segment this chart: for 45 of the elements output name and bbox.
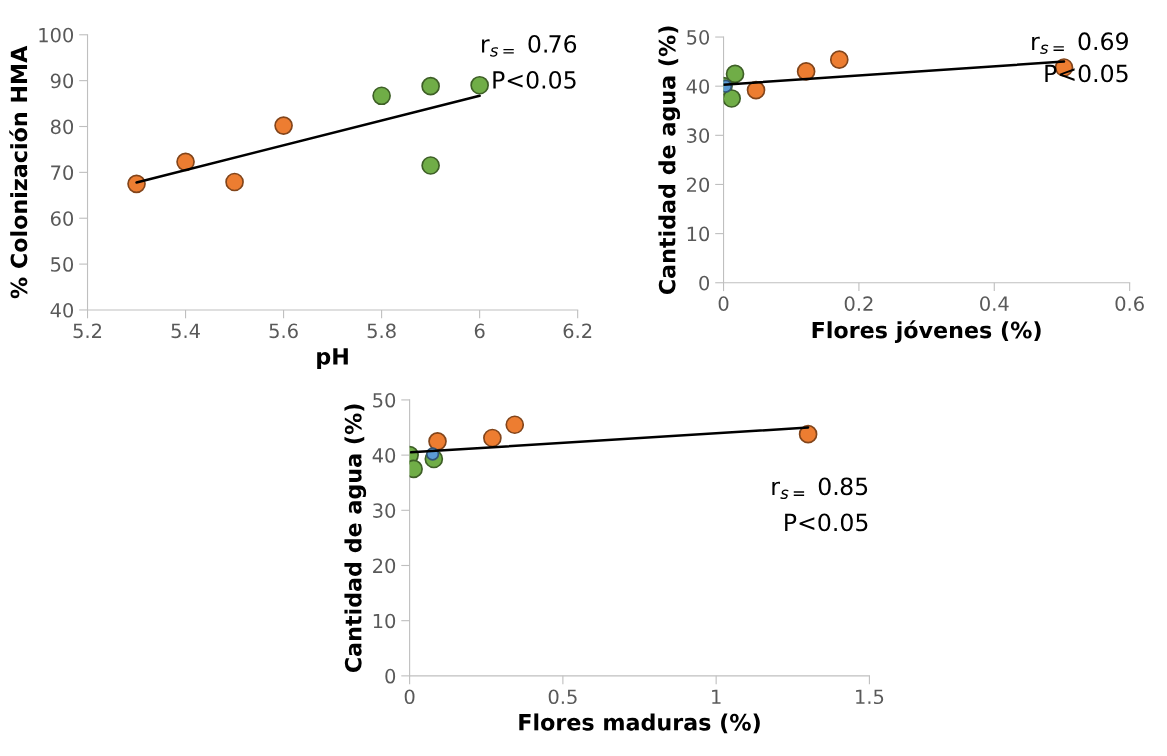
- y-tick-label: 20: [373, 558, 396, 574]
- y-tick-label: 50: [373, 392, 396, 408]
- annotation: P<0.05: [493, 70, 576, 89]
- annotation: P<0.05: [1045, 64, 1128, 83]
- annotation: P<0.05: [785, 513, 868, 532]
- y-tick-label: 90: [50, 73, 74, 89]
- x-tick-label: 0.6: [1115, 296, 1144, 311]
- x-axis-title: Flores maduras (%): [519, 713, 760, 734]
- y-tick-label: 80: [50, 119, 74, 135]
- y-axis-title: % Colonización HMA: [9, 45, 28, 299]
- annotation: r$_{s=}$ 0.76: [482, 35, 577, 57]
- x-tick-label: 6: [474, 323, 485, 339]
- x-tick-label: 6.2: [563, 323, 592, 339]
- x-tick-label: 5.4: [171, 323, 200, 339]
- y-tick-label: 50: [51, 257, 74, 272]
- y-tick-label: 30: [373, 503, 396, 518]
- x-tick-label: 5.8: [367, 323, 396, 339]
- y-tick-label: 40: [686, 79, 710, 94]
- y-tick-label: 0: [385, 668, 396, 684]
- y-tick-label: 20: [687, 177, 710, 193]
- y-tick-label: 50: [687, 30, 710, 45]
- y-axis-title: Cantidad de agua (%): [658, 26, 681, 295]
- x-tick-label: 0.5: [548, 689, 577, 705]
- x-tick-label: 5.2: [73, 323, 102, 339]
- x-tick-label: 0.4: [980, 296, 1009, 311]
- y-tick-label: 60: [50, 211, 74, 226]
- y-tick-label: 0: [699, 275, 710, 291]
- y-tick-label: 40: [50, 302, 74, 318]
- x-axis-title: pH: [317, 348, 348, 370]
- y-tick-label: 100: [39, 27, 74, 43]
- y-tick-label: 10: [373, 613, 396, 629]
- y-tick-label: 70: [51, 165, 74, 181]
- x-tick-label: 0.2: [844, 296, 873, 311]
- annotation: r$_{s=}$ 0.69: [1032, 32, 1128, 54]
- x-tick-label: 0: [404, 689, 415, 705]
- x-axis-title: Flores jóvenes (%): [812, 320, 1041, 343]
- y-tick-label: 10: [687, 226, 710, 242]
- y-axis-title: Cantidad de agua (%): [344, 404, 367, 673]
- x-tick-label: 5.6: [269, 323, 298, 339]
- y-tick-label: 40: [372, 448, 396, 463]
- x-tick-label: 0: [718, 296, 729, 311]
- x-tick-label: 1.5: [856, 689, 884, 705]
- y-tick-label: 30: [687, 128, 710, 143]
- x-tick-label: 1: [712, 689, 721, 704]
- annotation: r$_{s=}$ 0.85: [772, 477, 868, 500]
